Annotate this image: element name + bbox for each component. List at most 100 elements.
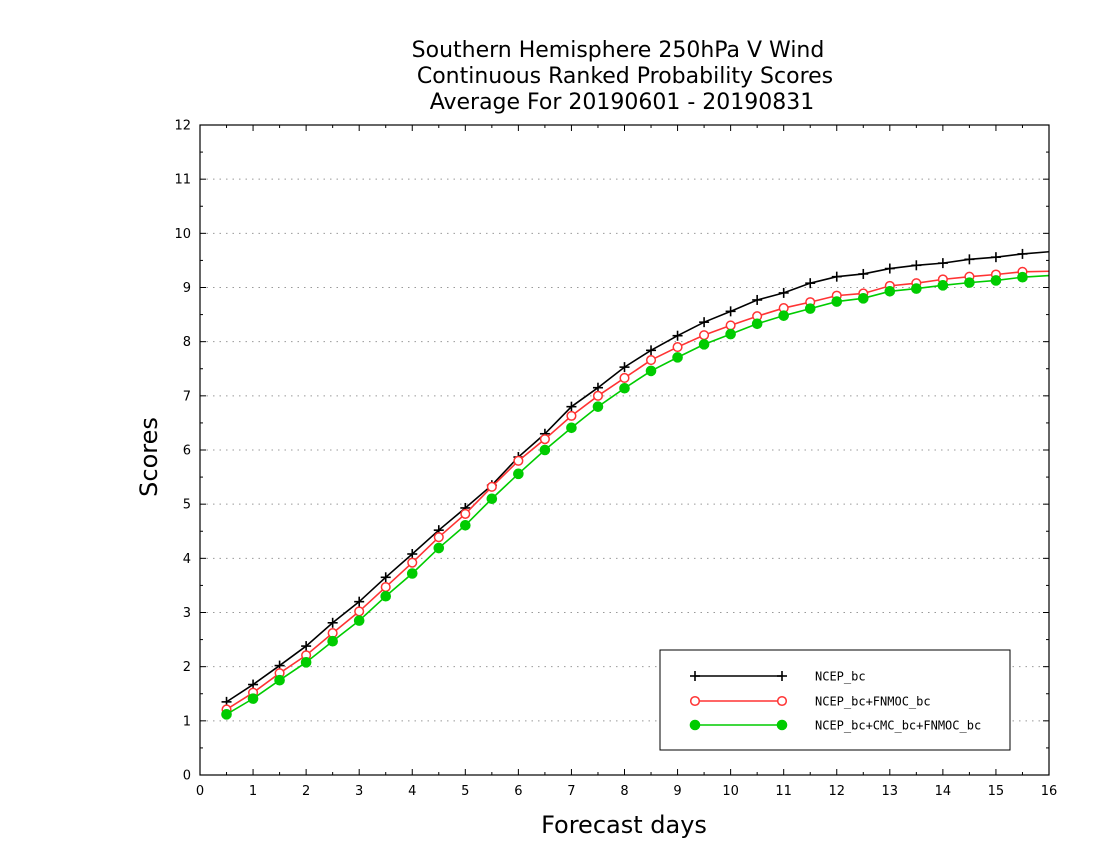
plus-marker xyxy=(1017,248,1028,259)
filled-circle-marker xyxy=(804,303,816,314)
filled-circle-marker xyxy=(689,719,701,731)
y-tick-label: 12 xyxy=(174,119,191,134)
y-tick-label: 4 xyxy=(183,552,191,567)
filled-circle-marker xyxy=(433,542,445,554)
plus-marker xyxy=(301,641,312,652)
x-tick-label: 1 xyxy=(249,784,257,799)
plus-marker xyxy=(805,278,816,289)
open-circle-marker xyxy=(407,557,418,568)
filled-circle-marker xyxy=(725,328,736,340)
open-circle-marker xyxy=(689,695,701,707)
x-tick-label: 8 xyxy=(620,784,628,799)
y-tick-label: 8 xyxy=(183,335,191,350)
legend-label: NCEP_bc+FNMOC_bc xyxy=(815,695,931,709)
open-circle-marker xyxy=(672,342,683,353)
x-tick-label: 16 xyxy=(1041,784,1058,799)
series-3 xyxy=(221,271,1050,720)
filled-circle-marker xyxy=(566,422,577,434)
legend-entry: NCEP_bc+FNMOC_bc xyxy=(689,695,931,709)
filled-circle-marker xyxy=(486,493,498,505)
plus-marker xyxy=(327,617,338,628)
open-circle-marker xyxy=(539,434,550,445)
chart-title-line-1: Southern Hemisphere 250hPa V Wind xyxy=(412,38,825,63)
open-circle-marker xyxy=(776,695,788,707)
filled-circle-marker xyxy=(884,285,896,297)
series-line xyxy=(226,250,1050,703)
legend-label: NCEP_bc+CMC_bc+FNMOC_bc xyxy=(815,719,981,733)
legend-label: NCEP_bc xyxy=(815,670,866,684)
legend-entry: NCEP_bc xyxy=(690,670,866,684)
filled-circle-marker xyxy=(619,382,630,394)
series-layer xyxy=(221,248,1050,720)
filled-circle-marker xyxy=(1017,271,1028,283)
plus-marker xyxy=(699,317,710,328)
filled-circle-marker xyxy=(353,615,365,626)
filled-circle-marker xyxy=(380,590,392,602)
plus-marker xyxy=(354,596,365,607)
filled-circle-marker xyxy=(911,283,922,294)
x-tick-label: 4 xyxy=(408,784,416,799)
open-circle-marker xyxy=(380,581,391,593)
x-tick-label: 15 xyxy=(988,784,1005,799)
open-circle-marker xyxy=(566,410,577,421)
filled-circle-marker xyxy=(698,339,710,350)
filled-circle-marker xyxy=(247,693,259,704)
filled-circle-marker xyxy=(751,318,763,330)
legend-entry: NCEP_bc+CMC_bc+FNMOC_bc xyxy=(689,719,981,733)
plus-marker xyxy=(937,258,948,269)
legend-box xyxy=(659,649,1011,751)
filled-circle-marker xyxy=(327,635,338,647)
x-tick-label: 12 xyxy=(828,784,845,799)
open-circle-marker xyxy=(725,320,736,331)
plus-marker xyxy=(380,572,391,583)
plus-marker xyxy=(646,345,657,356)
plus-marker xyxy=(858,268,869,279)
y-tick-label: 10 xyxy=(174,227,191,242)
plus-marker xyxy=(566,401,577,412)
plus-marker xyxy=(831,271,842,282)
chart-title-line-2: Continuous Ranked Probability Scores xyxy=(417,64,833,89)
x-axis-label: Forecast days xyxy=(541,811,707,839)
x-tick-label: 14 xyxy=(935,784,952,799)
x-tick-label: 5 xyxy=(461,784,469,799)
y-tick-label: 2 xyxy=(183,660,191,675)
y-tick-label: 9 xyxy=(183,281,191,296)
y-tick-label: 3 xyxy=(183,606,191,621)
x-tick-label: 6 xyxy=(514,784,522,799)
open-circle-marker xyxy=(699,330,710,341)
plus-marker xyxy=(672,330,683,341)
y-tick-label: 1 xyxy=(183,714,191,729)
x-tick-label: 0 xyxy=(196,784,204,799)
filled-circle-marker xyxy=(221,709,232,720)
open-circle-marker xyxy=(460,508,471,519)
filled-circle-marker xyxy=(778,310,789,321)
legend: NCEP_bc NCEP_bc+FNMOC_bc NCEP_bc+CMC_bc+FN… xyxy=(659,649,1011,751)
plus-marker xyxy=(619,362,630,373)
series-line xyxy=(226,270,1050,711)
x-tick-label: 2 xyxy=(302,784,310,799)
x-tick-label: 13 xyxy=(882,784,899,799)
filled-circle-marker xyxy=(460,519,471,531)
x-tick-label: 10 xyxy=(722,784,739,799)
y-tick-label: 5 xyxy=(183,498,191,513)
plus-marker xyxy=(752,294,763,305)
filled-circle-marker xyxy=(776,719,788,731)
plus-marker xyxy=(778,287,789,298)
filled-circle-marker xyxy=(300,657,312,668)
plus-marker xyxy=(964,254,975,265)
y-tick-label: 11 xyxy=(174,173,191,188)
filled-circle-marker xyxy=(539,444,551,456)
filled-circle-marker xyxy=(274,674,285,686)
y-tick-label: 0 xyxy=(183,769,191,784)
y-tick-label: 7 xyxy=(183,389,191,404)
open-circle-marker xyxy=(619,372,630,384)
plus-marker xyxy=(725,306,736,317)
x-tick-label: 7 xyxy=(567,784,575,799)
open-circle-marker xyxy=(592,390,604,401)
filled-circle-marker xyxy=(857,293,869,304)
filled-circle-marker xyxy=(990,275,1002,286)
plus-marker xyxy=(884,263,895,274)
x-tick-label: 3 xyxy=(355,784,363,799)
